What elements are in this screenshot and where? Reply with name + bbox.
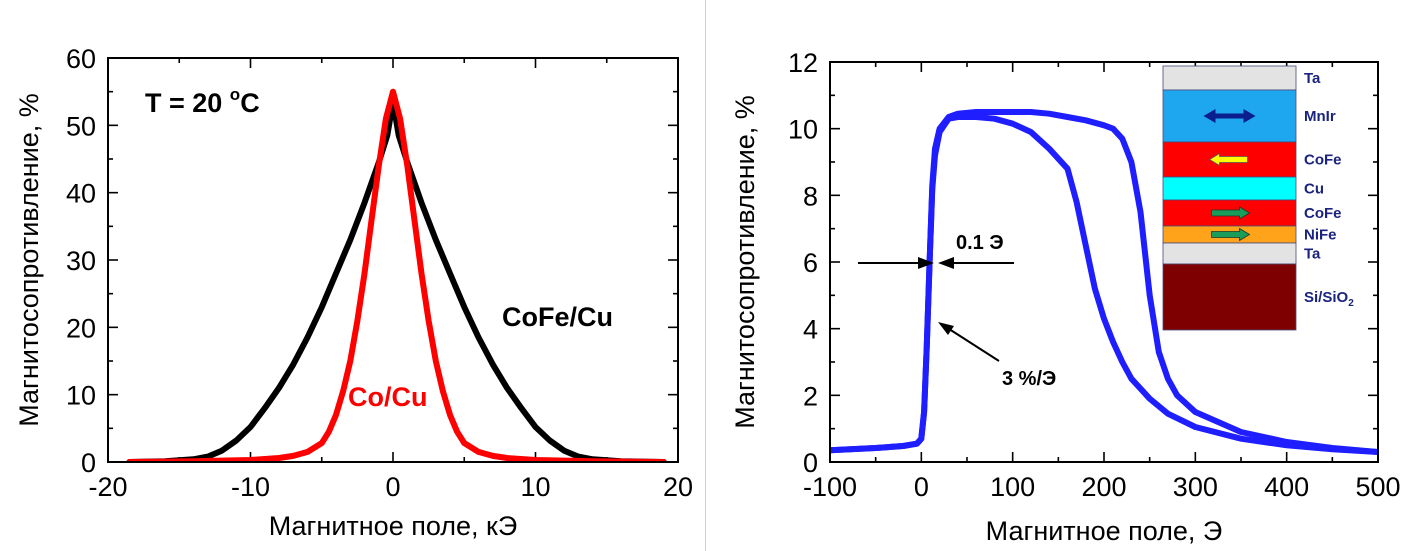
slope-arrowhead — [938, 322, 954, 335]
series-label-co-cu: Co/Cu — [348, 382, 427, 412]
right-y-tick-label: 6 — [803, 248, 818, 278]
layer-label: Ta — [1304, 70, 1321, 87]
coercivity-annotation: 0.1 Э — [858, 232, 1014, 269]
right-x-tick-label: 400 — [1264, 472, 1309, 502]
left-x-tick-label: -10 — [231, 472, 270, 502]
layer-label: NiFe — [1304, 227, 1337, 244]
slope-annotation: 3 %/Э — [938, 322, 1056, 390]
left-x-tick-label: 10 — [520, 472, 550, 502]
left-x-tick-label: 0 — [385, 472, 400, 502]
right-x-tick-label: 100 — [990, 472, 1035, 502]
right-y-tick-label: 2 — [803, 381, 818, 411]
right-y-tick-label: 12 — [788, 48, 818, 78]
series-label-cofe-cu: CoFe/Cu — [502, 302, 613, 332]
right-curves — [830, 109, 1378, 455]
left-ticks: -20 -10 0 10 20 0 10 20 30 40 50 60 — [66, 44, 693, 502]
right-x-tick-label: 500 — [1355, 472, 1400, 502]
slope-arrow-line — [945, 326, 1000, 362]
right-y-axis-label: Магнитосопротивление, % — [730, 95, 760, 429]
left-curves — [126, 88, 667, 462]
right-x-tick-label: -100 — [803, 472, 857, 502]
arrowhead-right — [1243, 109, 1256, 123]
magnetization-arrow-right — [1211, 227, 1251, 242]
right-y-tick-label: 10 — [788, 115, 818, 145]
layer-ta — [1162, 242, 1297, 265]
left-y-tick-label: 20 — [66, 313, 96, 343]
layer-si-sio — [1162, 263, 1297, 331]
left-x-tick-label: 20 — [663, 472, 693, 502]
right-y-tick-label: 0 — [803, 448, 818, 478]
right-y-tick-label: 8 — [803, 181, 818, 211]
layer-label: Ta — [1304, 246, 1321, 263]
right-arrowhead — [938, 257, 954, 269]
layer-label: Cu — [1304, 181, 1324, 198]
layer-label: MnIr — [1304, 108, 1336, 125]
layer-label-subscript: 2 — [1348, 298, 1354, 309]
right-x-tick-label: 0 — [914, 472, 929, 502]
magnetization-arrow-right — [1211, 206, 1251, 220]
left-series-co-cu — [126, 88, 667, 462]
layer-ta — [1162, 65, 1297, 91]
left-y-tick-label: 50 — [66, 111, 96, 141]
left-y-tick-label: 40 — [66, 179, 96, 209]
left-arrowhead — [918, 257, 934, 269]
layer-stack-inset: Ta MnIr CoFe Cu CoFe NiFe Ta Si/SiO2 — [1162, 65, 1354, 331]
left-temperature-annotation: T = 20 oC — [145, 85, 260, 118]
left-x-axis-label: Магнитное поле, кЭ — [269, 511, 518, 541]
left-x-tick-label: -20 — [88, 472, 127, 502]
right-series-sweep-down — [830, 109, 1378, 455]
right-plot-frame — [829, 61, 1379, 463]
layer-label: Si/SiO2 — [1304, 289, 1354, 309]
coercivity-label: 0.1 Э — [956, 232, 1004, 254]
slope-label: 3 %/Э — [1002, 368, 1056, 390]
magnetization-arrow-left — [1208, 152, 1248, 167]
layer-label: CoFe — [1304, 152, 1342, 169]
right-x-tick-label: 200 — [1081, 472, 1126, 502]
left-plot-frame — [107, 57, 679, 463]
layer-label: CoFe — [1304, 205, 1342, 222]
panel-divider — [705, 0, 706, 551]
left-y-tick-label: 60 — [66, 44, 96, 74]
left-y-tick-label: 10 — [66, 381, 96, 411]
left-y-axis-label: Магнитосопротивление, % — [14, 93, 44, 427]
left-y-tick-label: 30 — [66, 246, 96, 276]
arrowhead-left — [1203, 109, 1216, 123]
layer-cu — [1162, 176, 1297, 201]
right-x-tick-label: 300 — [1173, 472, 1218, 502]
left-y-tick-label: 0 — [81, 448, 96, 478]
right-x-axis-label: Магнитное поле, Э — [986, 516, 1223, 546]
chart-left: -20 -10 0 10 20 0 10 20 30 40 50 60 Магнитное поле,… — [14, 44, 693, 541]
right-y-tick-label: 4 — [803, 315, 818, 345]
